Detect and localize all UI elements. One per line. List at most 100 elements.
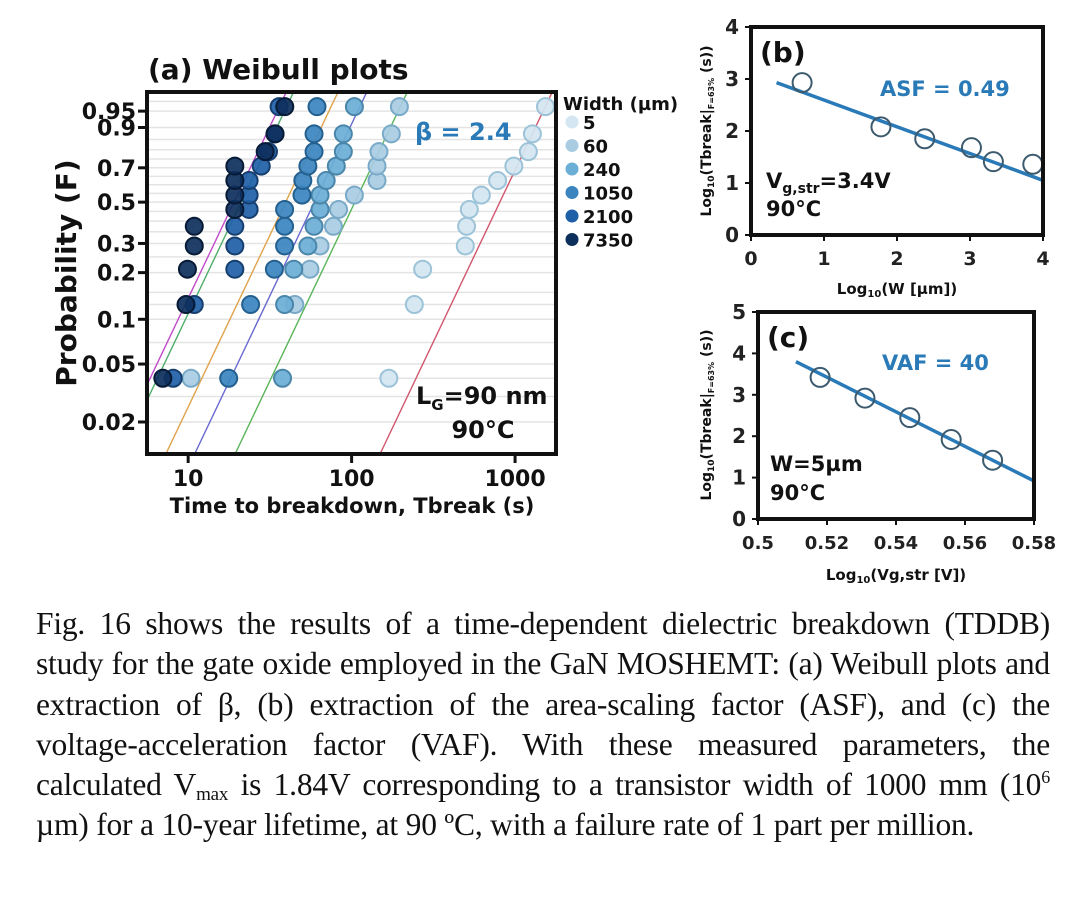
- data-point: [982, 151, 1004, 173]
- data-point: [344, 185, 364, 205]
- vaf-annotation: VAF = 40: [882, 351, 989, 375]
- panel-a-weibull: (a) Weibull plots 0.950.9 0.7 0.5 0.3 0.2 0.1…: [50, 53, 558, 518]
- legend-title: Width (µm): [563, 94, 678, 115]
- weibull-x-axis-label: Time to breakdown, Tbreak (s): [170, 494, 535, 518]
- data-point: [522, 124, 542, 144]
- panel-c-title: (c): [767, 321, 809, 354]
- data-point: [488, 171, 508, 191]
- y-tick-label: 0.95: [82, 100, 136, 125]
- stress-voltage-annotation: Vg,str=3.4V: [766, 169, 891, 197]
- series-7350-um: [153, 97, 295, 388]
- asf-annotation: ASF = 0.49: [880, 77, 1010, 101]
- panel-b-title: (b): [760, 36, 806, 69]
- series-5-um: [379, 97, 555, 388]
- panel-c-vaf: 0.5 0.52 0.54 0.56 0.58 0 1 2 3 4 5 (c) VAF = 40 W…: [699, 300, 1056, 586]
- data-point: [459, 199, 479, 219]
- vaf-y-axis-label: Log10(Tbreak|F=63% (s)): [699, 329, 717, 500]
- data-point: [181, 368, 201, 388]
- y-tick-label: 2: [732, 424, 746, 448]
- data-point: [791, 72, 813, 94]
- data-point: [184, 216, 204, 236]
- data-point: [960, 137, 982, 159]
- series-240-um: [273, 97, 364, 388]
- vg-value: =3.4V: [820, 169, 892, 193]
- data-point: [184, 236, 204, 256]
- y-tick-label: 3: [732, 383, 746, 407]
- y-tick-label: 4: [732, 341, 746, 365]
- x-tick-label: 1000: [484, 467, 545, 492]
- weibull-y-axis-label: Probability (F): [50, 159, 83, 386]
- y-tick-label: 0.5: [97, 191, 136, 216]
- data-point: [404, 295, 424, 315]
- vmax-subscript: max: [196, 784, 229, 806]
- legend-marker: [565, 233, 579, 246]
- legend-item-60: 60: [565, 137, 608, 158]
- caption-text-3: µm) for a 10-year lifetime, at 90 ºC, wi…: [36, 807, 975, 843]
- legend-label: 1050: [583, 184, 633, 205]
- vaf-x-axis-label: Log10(Vg,str [V]): [826, 566, 966, 586]
- legend-label: 240: [583, 160, 621, 181]
- legend-label: 5: [583, 113, 596, 134]
- fit-line-7350: [147, 92, 288, 387]
- y-tick-label: 0.9: [97, 116, 136, 141]
- series-2100-um: [163, 97, 289, 388]
- weibull-y-ticks: 0.950.9 0.7 0.5 0.3 0.2 0.1 0.05 0.02: [82, 100, 147, 436]
- panel-a-title: (a) Weibull plots: [148, 53, 409, 86]
- y-tick-label: 1: [725, 171, 739, 195]
- legend-item-2100: 2100: [565, 207, 633, 228]
- data-point: [333, 142, 353, 162]
- data-point: [518, 142, 538, 162]
- exponent-superscript: 6: [1041, 767, 1050, 788]
- data-point: [225, 216, 245, 236]
- y-tick-label: 0.02: [82, 411, 136, 436]
- asf-fit-line: [775, 80, 1043, 183]
- series-1050-um: [219, 97, 327, 388]
- y-tick-label: 3: [725, 67, 739, 91]
- y-tick-label: 4: [725, 15, 739, 39]
- temperature-annotation-c: 90°C: [770, 481, 825, 505]
- data-point: [176, 295, 196, 315]
- data-point: [273, 368, 293, 388]
- x-tick-label: 3: [963, 248, 976, 270]
- y-tick-label: 0.1: [97, 308, 136, 333]
- y-tick-label: 0.2: [97, 262, 136, 287]
- data-point: [899, 407, 921, 429]
- data-point: [307, 97, 327, 117]
- y-tick-label: 0: [725, 223, 739, 247]
- beta-annotation: β = 2.4: [415, 118, 512, 146]
- data-point: [275, 236, 295, 256]
- data-point: [264, 259, 284, 279]
- data-point: [381, 124, 401, 144]
- data-point: [369, 142, 389, 162]
- data-point: [329, 199, 349, 219]
- caption-text-2: is 1.84V corresponding to a transistor w…: [228, 767, 1042, 803]
- data-point: [304, 124, 324, 144]
- data-point: [177, 259, 197, 279]
- data-point: [854, 387, 876, 409]
- data-point: [241, 295, 261, 315]
- lg-subscript: G: [431, 396, 443, 414]
- data-point: [225, 156, 245, 176]
- data-point: [389, 97, 409, 117]
- x-tick-label: 0.58: [1012, 533, 1056, 554]
- temperature-annotation-b: 90°C: [766, 197, 821, 221]
- series-60-um: [181, 97, 409, 388]
- data-point: [225, 259, 245, 279]
- legend-label: 60: [583, 137, 608, 158]
- x-tick-label: 0.5: [742, 533, 774, 554]
- data-point: [304, 216, 324, 236]
- data-point: [298, 236, 318, 256]
- x-tick-label: 0.56: [943, 533, 987, 554]
- gate-length-annotation: LG=90 nm: [416, 382, 548, 414]
- data-point: [275, 199, 295, 219]
- x-tick-label: 10: [173, 467, 204, 492]
- data-point: [219, 368, 239, 388]
- weibull-x-ticks: 10 100 1000: [173, 454, 546, 492]
- x-tick-label: 0.52: [805, 533, 849, 554]
- figure-16: (a) Weibull plots 0.950.9 0.7 0.5 0.3 0.2 0.1…: [50, 15, 1056, 586]
- y-tick-label: 0.7: [97, 157, 136, 182]
- legend-marker: [565, 209, 579, 223]
- data-point: [457, 216, 477, 236]
